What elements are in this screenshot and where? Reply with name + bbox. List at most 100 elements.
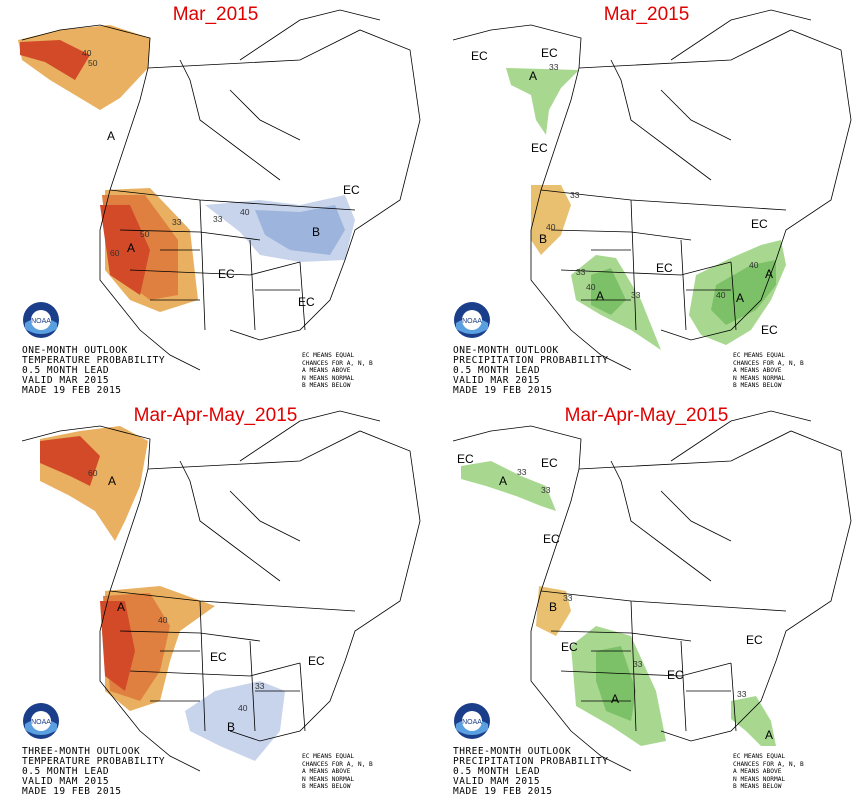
- probability-label: 60: [110, 248, 120, 258]
- ec-label: EC: [218, 267, 235, 281]
- probability-label: 33: [213, 214, 223, 224]
- above-label: A: [596, 289, 604, 303]
- probability-label: 40: [82, 48, 92, 58]
- panel-temp-season: EC EC A A B 60 40 33 40 Mar-Apr-May_2015…: [0, 401, 431, 802]
- probability-label: 33: [255, 681, 265, 691]
- probability-label: 50: [140, 229, 150, 239]
- probability-label: 33: [737, 689, 747, 699]
- ec-label: EC: [656, 261, 673, 275]
- probability-label: 40: [240, 207, 250, 217]
- map-precip-month: EC EC EC EC EC EC A A A A B 33 40 33 40 …: [452, 9, 852, 371]
- above-southwest-core: [591, 268, 626, 315]
- probability-label: 33: [576, 267, 586, 277]
- country-outlines: [21, 410, 421, 772]
- noaa-logo-icon: NOAA: [453, 702, 491, 740]
- above-alaska-zone: [18, 25, 150, 110]
- probability-label: 33: [541, 485, 551, 495]
- probability-label: 40: [749, 260, 759, 270]
- panel-temp-month: EC EC EC A A B 40 50 33 50 60 40 33 Mar_…: [0, 0, 431, 401]
- above-west-core: [100, 601, 135, 691]
- noaa-logo-icon: NOAA: [453, 301, 491, 339]
- svg-text:NOAA: NOAA: [31, 719, 51, 726]
- ec-label: EC: [751, 217, 768, 231]
- probability-label: 33: [633, 659, 643, 669]
- outlook-caption: THREE-MONTH OUTLOOK TEMPERATURE PROBABILI…: [22, 746, 166, 797]
- panel-title: Mar-Apr-May_2015: [564, 405, 729, 426]
- probability-label: 50: [88, 58, 98, 68]
- ec-label: EC: [531, 141, 548, 155]
- noaa-logo-icon: NOAA: [22, 301, 60, 339]
- svg-text:NOAA: NOAA: [462, 318, 482, 325]
- above-label: A: [765, 267, 773, 281]
- probability-label: 33: [563, 593, 573, 603]
- probability-label: 33: [570, 190, 580, 200]
- above-label: A: [107, 129, 115, 143]
- panel-title: Mar_2015: [172, 4, 259, 25]
- map-precip-season: EC EC EC EC EC EC A A A B 33 33 33 33 33: [452, 410, 852, 772]
- ec-label: EC: [210, 650, 227, 664]
- ec-label: EC: [541, 456, 558, 470]
- below-label: B: [312, 225, 320, 239]
- above-alaska-core: [20, 40, 90, 80]
- outlook-caption: ONE-MONTH OUTLOOK TEMPERATURE PROBABILITY…: [22, 345, 166, 396]
- ec-label: EC: [761, 323, 778, 337]
- ec-label: EC: [343, 183, 360, 197]
- above-alaska-zone: [506, 68, 579, 135]
- above-southplains-core: [596, 646, 636, 721]
- above-label: A: [127, 241, 135, 255]
- below-label: B: [549, 600, 557, 614]
- ec-label: EC: [667, 668, 684, 682]
- above-label: A: [611, 692, 619, 706]
- above-label: A: [736, 291, 744, 305]
- country-outlines: [452, 9, 852, 371]
- above-alaska-zone: [461, 461, 556, 511]
- probability-label: 40: [546, 222, 556, 232]
- probability-label: 40: [716, 290, 726, 300]
- probability-label: 40: [158, 615, 168, 625]
- outlook-caption: ONE-MONTH OUTLOOK PRECIPITATION PROBABILI…: [453, 345, 609, 396]
- svg-text:NOAA: NOAA: [31, 318, 51, 325]
- probability-label: 40: [586, 282, 596, 292]
- ec-label: EC: [457, 452, 474, 466]
- above-label: A: [117, 600, 125, 614]
- above-florida-zone: [731, 696, 776, 746]
- probability-label: 33: [172, 217, 182, 227]
- above-label: A: [108, 474, 116, 488]
- ec-label: EC: [746, 633, 763, 647]
- ec-label: EC: [543, 532, 560, 546]
- ec-label: EC: [561, 640, 578, 654]
- map-temp-month: EC EC EC A A B 40 50 33 50 60 40 33: [18, 9, 421, 371]
- probability-label: 33: [549, 62, 559, 72]
- country-outlines: [21, 9, 421, 371]
- ec-label: EC: [298, 295, 315, 309]
- panel-precip-month: EC EC EC EC EC EC A A A A B 33 40 33 40 …: [431, 0, 862, 401]
- ec-label: EC: [308, 654, 325, 668]
- probability-label: 40: [238, 703, 248, 713]
- map-temp-season: EC EC A A B 60 40 33 40: [21, 410, 421, 772]
- below-westcoast-zone: [531, 185, 571, 255]
- above-alaska-core: [40, 436, 100, 486]
- above-west-core: [100, 205, 150, 295]
- above-label: A: [765, 728, 773, 742]
- below-label: B: [539, 232, 547, 246]
- above-label: A: [499, 474, 507, 488]
- ec-label: EC: [541, 46, 558, 60]
- probability-label: 33: [631, 290, 641, 300]
- below-label: B: [227, 720, 235, 734]
- probability-label: 60: [88, 468, 98, 478]
- ec-label: EC: [471, 49, 488, 63]
- noaa-logo-icon: NOAA: [22, 702, 60, 740]
- panel-title: Mar-Apr-May_2015: [133, 405, 298, 426]
- panel-precip-season: EC EC EC EC EC EC A A A B 33 33 33 33 33…: [431, 401, 862, 802]
- probability-label: 33: [517, 467, 527, 477]
- above-southeast-core: [711, 260, 776, 325]
- outlook-caption: THREE-MONTH OUTLOOK PRECIPITATION PROBABI…: [453, 746, 609, 797]
- above-label: A: [529, 69, 537, 83]
- below-greatlakes-inner: [255, 205, 345, 255]
- below-northwest-zone: [536, 586, 571, 636]
- svg-text:NOAA: NOAA: [462, 719, 482, 726]
- panel-title: Mar_2015: [603, 4, 690, 25]
